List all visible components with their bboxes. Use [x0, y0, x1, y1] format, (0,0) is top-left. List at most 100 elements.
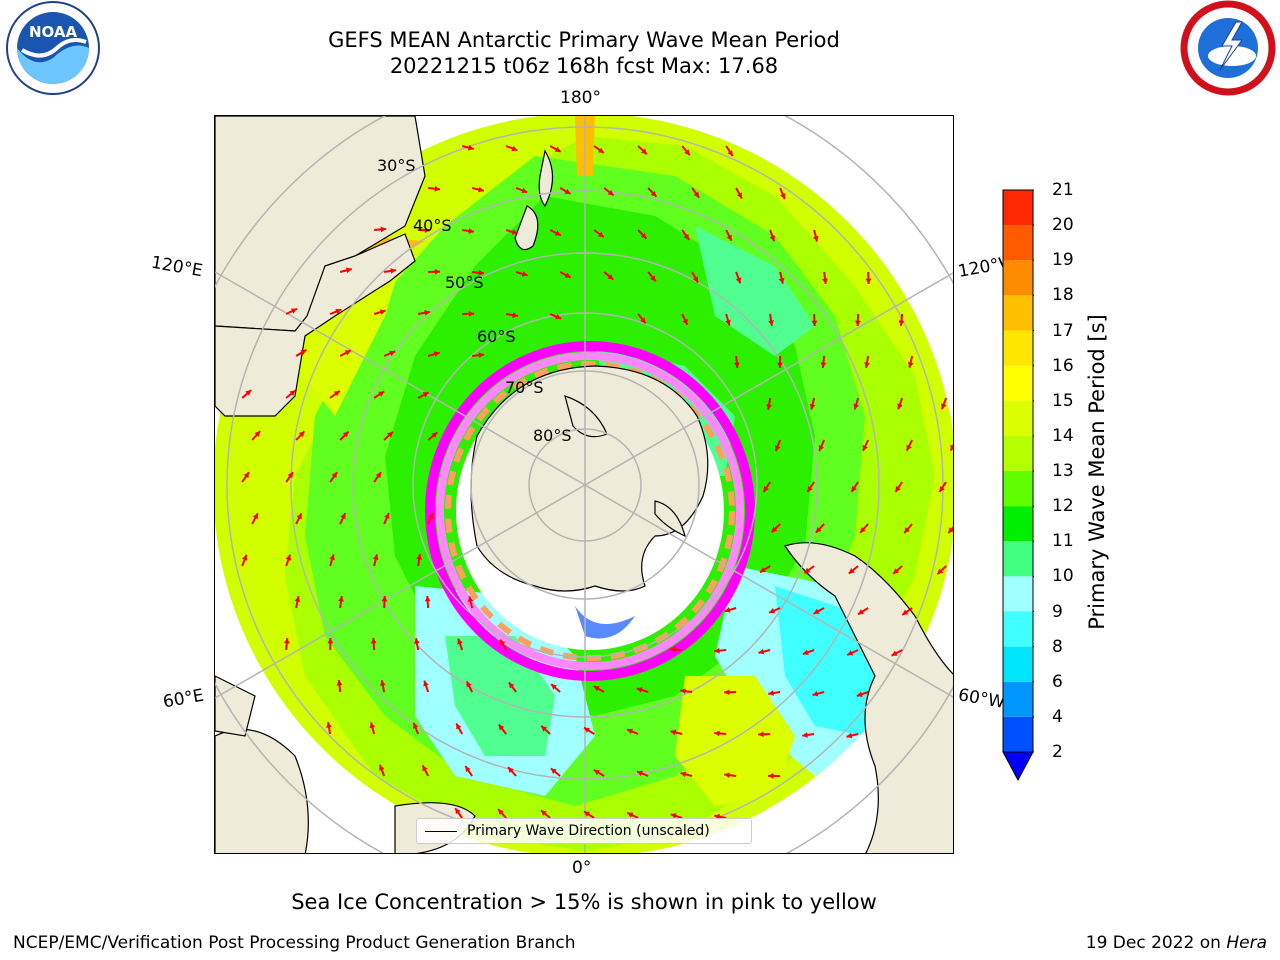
wave-arrow-head [735, 277, 742, 284]
wave-arrow-head [467, 596, 474, 603]
wave-arrow-head [809, 403, 816, 410]
wave-arrow-head [636, 687, 643, 693]
lon-label-60w: 60°W [956, 685, 1007, 713]
wave-arrow-head [554, 230, 561, 236]
wave-arrow-head [245, 390, 252, 396]
wave-arrow-head [285, 554, 292, 561]
wave-arrow-head [457, 638, 463, 645]
colorbar-segment [1003, 330, 1033, 366]
wave-arrow-head [725, 319, 731, 326]
wave-arrow-head [758, 648, 765, 655]
lat-label-30s: 30°S [377, 156, 416, 175]
wave-arrow-head [902, 609, 909, 615]
wave-arrow-head [640, 317, 646, 324]
colorbar-tick-label: 18 [1052, 285, 1074, 306]
chart-title: GEFS MEAN Antarctic Primary Wave Mean Pe… [328, 28, 840, 52]
wave-arrow-head [340, 513, 346, 520]
colorbar-tick-label: 16 [1052, 355, 1074, 376]
colorbar-tick-label: 19 [1052, 250, 1074, 271]
wave-arrow-head [296, 513, 302, 520]
colorbar-segment [1003, 295, 1033, 331]
wave-arrow-head [766, 404, 772, 410]
wave-arrow-head [468, 228, 475, 234]
wave-arrow-head [680, 688, 686, 695]
wave-arrow-head [607, 274, 614, 280]
wave-arrow-head [298, 431, 305, 438]
wave-arrow-head [379, 680, 386, 686]
chart-subtitle-forecast: 20221215 t06z 168h fcst Max: 17.68 [389, 54, 779, 78]
wave-arrow-head [424, 596, 431, 602]
wave-arrow-head [564, 188, 571, 194]
colorbar-tick-label: 20 [1052, 215, 1074, 236]
wave-arrow-head [777, 362, 783, 368]
colorbar-segment [1003, 190, 1033, 226]
wave-arrow-head [607, 189, 614, 196]
wave-arrow-head [512, 312, 518, 318]
wave-arrow-head [478, 352, 485, 359]
wave-arrow-head [683, 233, 689, 240]
wave-arrow-head [804, 567, 811, 574]
wave-arrow-head [390, 268, 396, 274]
wave-arrow-head [862, 444, 868, 451]
wave-arrow-head [326, 722, 332, 728]
wave-arrow-head [555, 313, 562, 320]
wave-arrow-head [342, 431, 349, 438]
lat-label-40s: 40°S [413, 216, 452, 235]
colorbar-tick-label: 9 [1052, 601, 1063, 622]
wave-arrow-head [335, 308, 342, 315]
wave-arrow-head [241, 554, 248, 561]
wave-arrow-head [864, 362, 870, 368]
wave-arrow-head [564, 272, 571, 278]
wave-arrow-head [345, 267, 352, 274]
colorbar-tick-label: 14 [1052, 425, 1074, 446]
wave-arrow-head [583, 727, 590, 733]
wave-arrow-head [846, 732, 853, 739]
wave-arrow-head [733, 362, 740, 368]
wave-arrow-head [627, 728, 634, 735]
wave-arrow-head [693, 191, 700, 198]
wave-arrow-head [551, 684, 557, 690]
wave-arrow-head [521, 271, 528, 277]
wave-arrow-head [414, 638, 420, 644]
wave-arrow-head [802, 732, 808, 738]
wave-arrow-head [379, 309, 386, 315]
wave-arrow-head [857, 609, 864, 615]
noaa-logo: NOAA [2, 0, 104, 100]
wave-arrow-head [584, 811, 591, 817]
wave-arrow-head [714, 647, 720, 654]
lon-label-180: 180° [560, 88, 601, 108]
wave-arrow-head [508, 767, 514, 773]
map-legend: Primary Wave Direction (unscaled) [416, 818, 752, 844]
colorbar-tick-label: 17 [1052, 320, 1074, 341]
wave-arrow-head [939, 485, 945, 492]
wave-arrow-head [670, 729, 677, 736]
colorbar-tick-label: 13 [1052, 461, 1074, 481]
wave-arrow-head [290, 308, 297, 314]
footer-machine: Hera [1226, 933, 1267, 953]
wave-arrow-head [300, 349, 307, 355]
polar-map: 30°S 40°S 50°S 60°S 70°S 80°S [215, 116, 953, 853]
wave-arrow-head [893, 568, 899, 574]
wave-arrow-head [853, 403, 859, 410]
wave-arrow-head [431, 432, 438, 438]
wave-arrow-head [327, 638, 334, 644]
footer-date-text: 19 Dec 2022 on [1085, 933, 1221, 953]
wave-arrow-head [736, 192, 742, 199]
colorbar-segment [1003, 681, 1033, 717]
wave-arrow-head [860, 527, 866, 533]
wave-arrow-head [650, 275, 656, 282]
wave-arrow-head [423, 680, 429, 687]
wave-arrow-head [775, 445, 781, 452]
wave-arrow-head [724, 607, 731, 613]
wave-arrow-head [865, 278, 872, 284]
wave-arrow-head [640, 232, 647, 239]
wave-arrow-head [726, 234, 732, 241]
wave-arrow-head [820, 362, 827, 368]
wave-arrow-head [822, 278, 828, 284]
wave-arrow-head [684, 149, 690, 156]
wave-arrow-head [897, 403, 903, 410]
wave-arrow-head [759, 567, 766, 573]
wave-arrow-head [498, 809, 504, 815]
colorbar-segment [1003, 646, 1033, 682]
wave-arrow-head [344, 350, 351, 356]
